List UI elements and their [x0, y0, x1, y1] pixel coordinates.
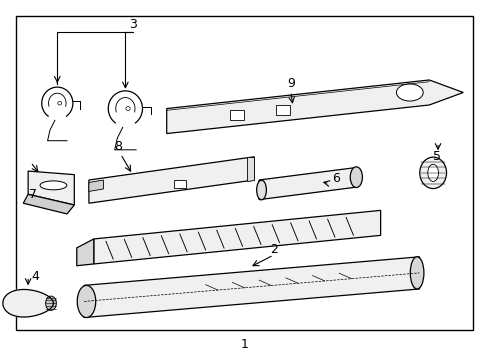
Text: 9: 9: [286, 77, 294, 90]
Text: 7: 7: [29, 188, 37, 201]
Ellipse shape: [77, 285, 96, 318]
Text: 8: 8: [114, 140, 122, 153]
Polygon shape: [246, 157, 254, 181]
Polygon shape: [89, 180, 103, 192]
Text: 2: 2: [269, 243, 277, 256]
Text: 1: 1: [240, 338, 248, 351]
Polygon shape: [259, 167, 356, 200]
Polygon shape: [166, 80, 462, 134]
Text: 3: 3: [128, 18, 136, 31]
Polygon shape: [23, 194, 74, 214]
Text: 4: 4: [31, 270, 39, 283]
Bar: [16, 16, 472, 330]
Ellipse shape: [256, 180, 266, 200]
Polygon shape: [3, 289, 53, 317]
Polygon shape: [89, 157, 254, 203]
Polygon shape: [84, 257, 419, 318]
Text: 5: 5: [432, 150, 440, 163]
Ellipse shape: [409, 257, 423, 289]
Text: 6: 6: [331, 172, 339, 185]
Polygon shape: [77, 239, 94, 266]
Ellipse shape: [396, 84, 422, 101]
Bar: [174, 180, 186, 188]
Ellipse shape: [40, 181, 67, 190]
Bar: [276, 105, 289, 115]
Ellipse shape: [419, 157, 446, 189]
Ellipse shape: [427, 164, 438, 181]
Ellipse shape: [45, 296, 56, 310]
Bar: [229, 110, 243, 120]
Polygon shape: [28, 171, 74, 205]
Polygon shape: [94, 210, 380, 264]
Ellipse shape: [349, 167, 362, 188]
